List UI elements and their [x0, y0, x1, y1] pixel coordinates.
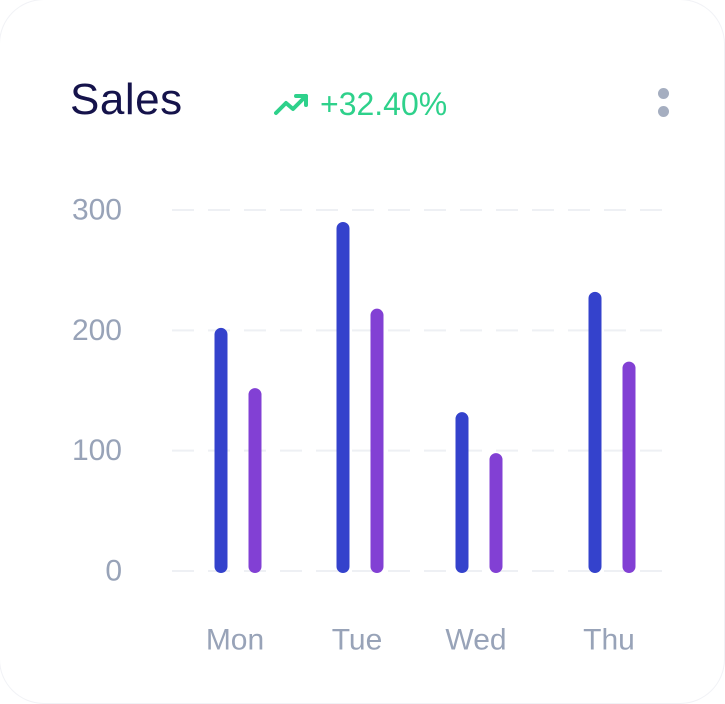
trend-indicator: +32.40%: [274, 84, 447, 124]
y-tick-label: 200: [72, 314, 122, 347]
more-vertical-icon: [658, 88, 669, 99]
trend-value: +32.40%: [320, 86, 448, 122]
more-options-button[interactable]: [646, 82, 682, 126]
card-title: Sales: [70, 75, 183, 124]
more-vertical-icon-dot: [658, 106, 669, 117]
x-tick-label-mon: Mon: [206, 624, 264, 657]
x-tick-label-wed: Wed: [445, 624, 506, 657]
y-tick-label: 0: [105, 555, 122, 588]
y-tick-label: 300: [72, 194, 122, 227]
y-tick-label: 100: [72, 434, 122, 467]
x-tick-label-thu: Thu: [583, 624, 635, 657]
trending-up-icon: [274, 94, 308, 115]
y-axis-ticks: 0 100 200 300: [72, 194, 122, 588]
x-axis-ticks: Mon Tue Wed Thu: [206, 624, 635, 657]
x-tick-label-tue: Tue: [332, 624, 383, 657]
chart-bars: [214, 222, 636, 573]
